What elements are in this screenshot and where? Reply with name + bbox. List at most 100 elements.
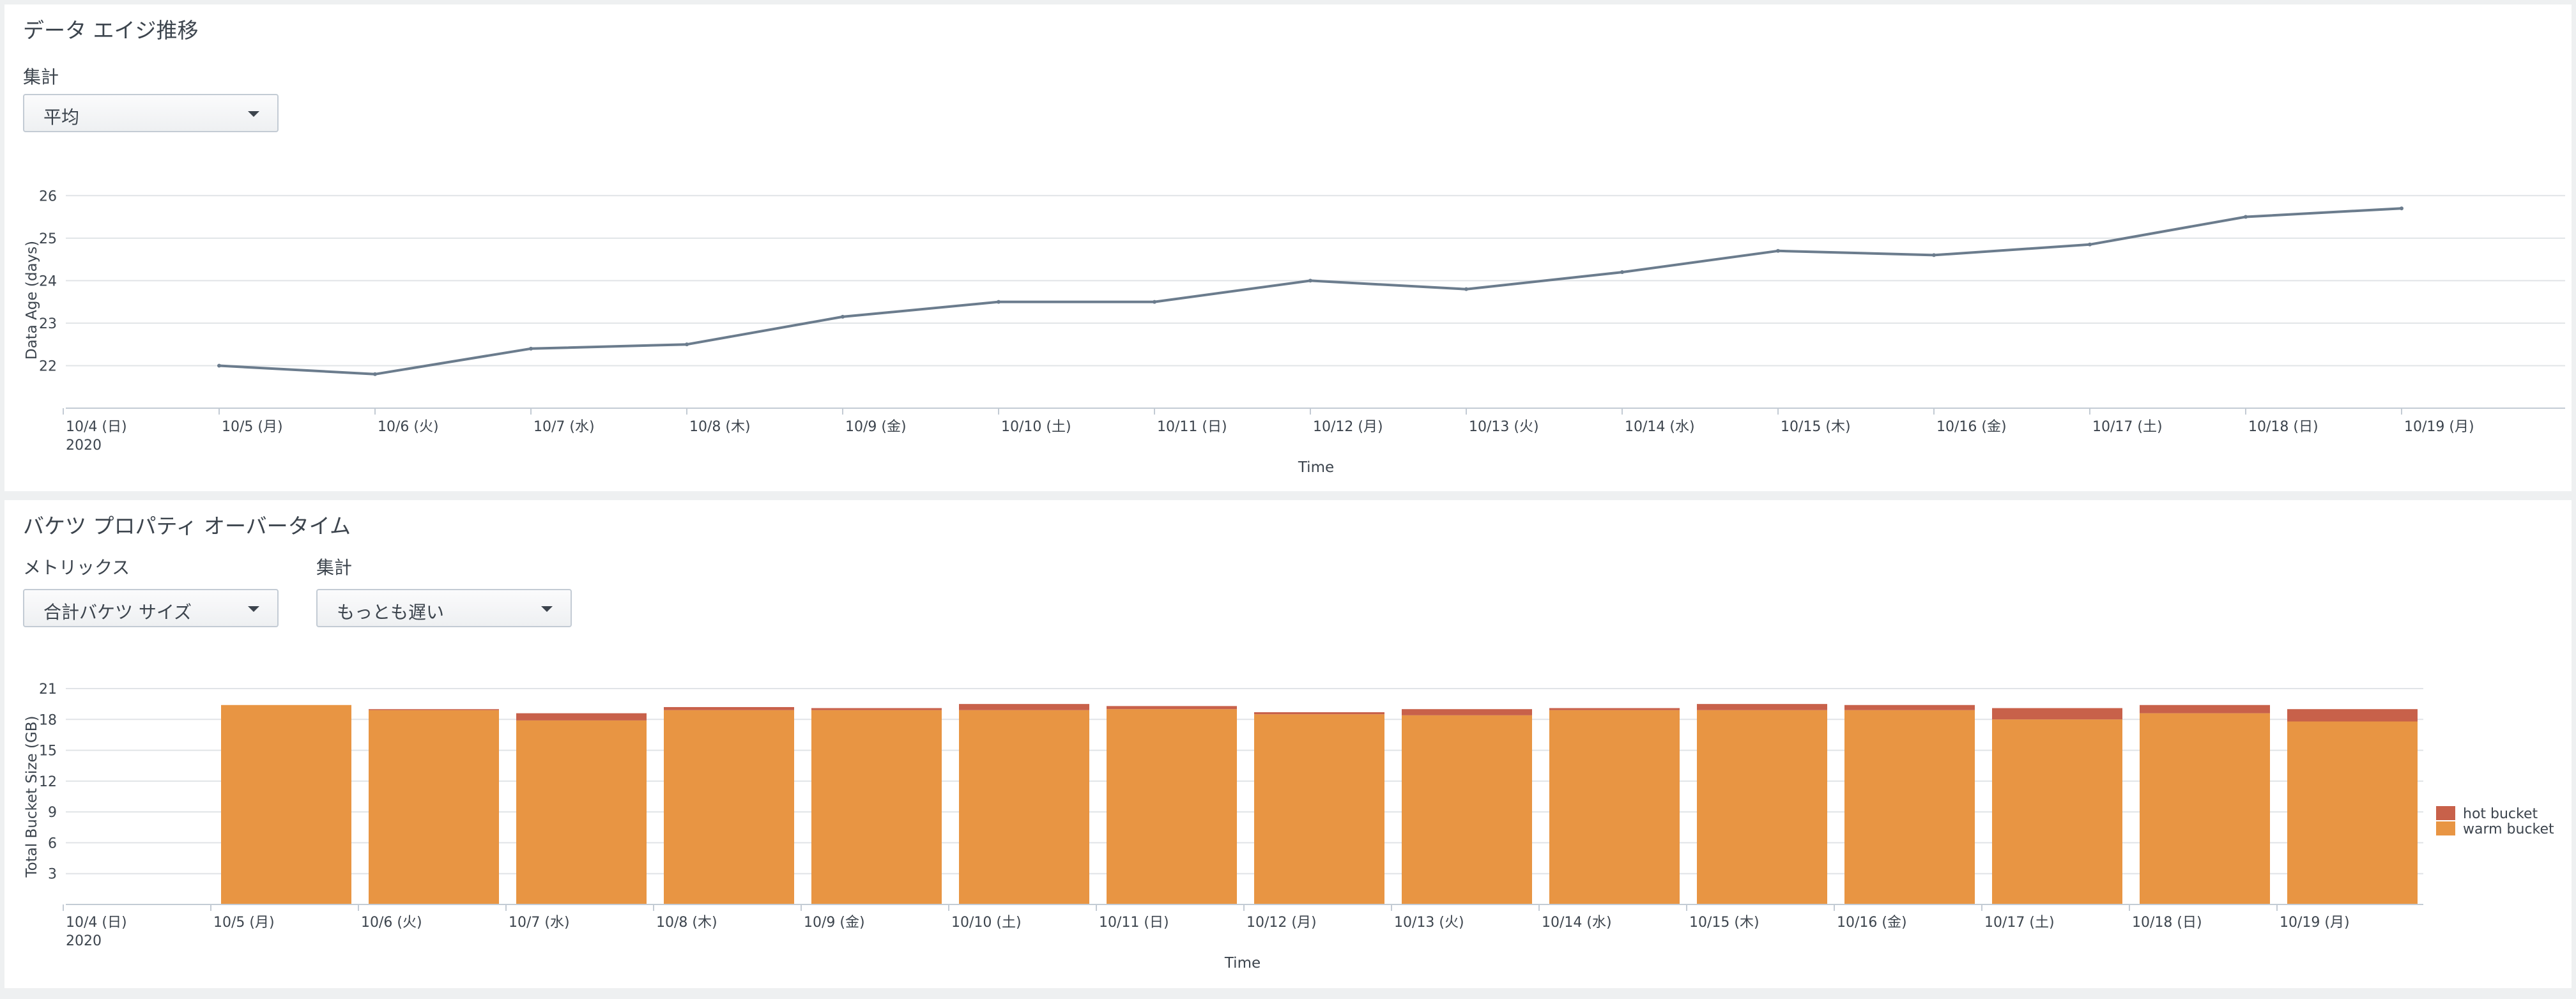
x-tick-label: 10/14 (水): [1625, 419, 1695, 435]
bar-warm-bucket: [811, 710, 942, 904]
bar-hot-bucket: [1402, 709, 1532, 715]
data-point: [373, 372, 377, 376]
data-point: [2244, 215, 2248, 219]
data-point: [841, 314, 845, 319]
x-tick-label: 10/13 (火): [1394, 915, 1464, 931]
y-tick-label: 3: [48, 867, 57, 883]
legend-label: hot bucket: [2463, 806, 2538, 822]
x-tick-label: 10/8 (木): [656, 915, 717, 931]
x-tick-label: 10/14 (水): [1542, 915, 1612, 931]
bar-hot-bucket: [1254, 712, 1384, 715]
metrics-dropdown[interactable]: 合計バケツ サイズ: [23, 589, 279, 627]
bar-hot-bucket: [516, 713, 647, 721]
bar-hot-bucket: [959, 704, 1089, 710]
data-point: [529, 346, 533, 351]
data-point: [217, 363, 221, 368]
bar-hot-bucket: [1844, 705, 1975, 710]
x-tick-label: 10/16 (金): [1837, 915, 1907, 931]
x-tick-label: 10/19 (月): [2280, 915, 2350, 931]
data-point: [2400, 206, 2404, 211]
chevron-down-icon: [248, 606, 259, 612]
x-tick-label: 10/12 (月): [1313, 419, 1383, 435]
x-tick-label: 10/15 (木): [1689, 915, 1759, 931]
data-age-series-line: [218, 207, 2402, 376]
aggregation-dropdown[interactable]: 平均: [23, 94, 279, 132]
y-tick-label: 12: [39, 774, 57, 790]
data-point: [1308, 278, 1312, 283]
x-tick-label: 10/10 (土): [951, 915, 1022, 931]
bar-hot-bucket: [664, 706, 794, 710]
y-tick-label: 26: [39, 188, 57, 204]
chevron-down-icon: [541, 606, 553, 612]
aggregation-value: もっとも遅い: [337, 602, 445, 623]
chevron-down-icon: [248, 111, 259, 117]
x-tick-label: 10/19 (月): [2404, 419, 2474, 435]
x-tick-label: 10/5 (月): [222, 419, 283, 435]
bar-warm-bucket: [1402, 715, 1532, 904]
x-tick-label: 10/18 (日): [2132, 915, 2202, 931]
y-tick-label: 9: [48, 805, 57, 821]
x-tick-label: 10/15 (木): [1781, 419, 1851, 435]
bar-warm-bucket: [1992, 719, 2122, 904]
y-tick-label: 6: [48, 835, 57, 851]
panel-title: データ エイジ推移: [23, 18, 199, 43]
x-tick-label: 10/10 (土): [1001, 419, 1071, 435]
legend-label: warm bucket: [2463, 821, 2554, 837]
bar-warm-bucket: [1254, 714, 1384, 904]
x-tick-label: 10/7 (水): [533, 419, 595, 435]
data-point: [1620, 270, 1624, 275]
y-tick-label: 25: [39, 231, 57, 247]
x-tick-label: 10/12 (月): [1246, 915, 1317, 931]
data-point: [2088, 242, 2092, 247]
x-axis-title: Time: [1298, 459, 1334, 476]
x-year-label: 2020: [66, 438, 102, 454]
panel-title: バケツ プロパティ オーバータイム: [23, 514, 351, 538]
data-age-panel: データ エイジ推移 集計 平均 22 23 24 25 26 10/4 (日) 10/5 (…: [4, 4, 2572, 491]
bar-hot-bucket: [1107, 706, 1237, 710]
x-tick-label: 10/8 (木): [689, 419, 751, 435]
x-year-label: 2020: [66, 933, 102, 949]
x-tick-label: 10/13 (火): [1469, 419, 1539, 435]
y-tick-label: 23: [39, 316, 57, 332]
bar-warm-bucket: [1107, 709, 1237, 904]
x-tick-label: 10/11 (日): [1099, 915, 1169, 931]
bar-warm-bucket: [2287, 721, 2418, 904]
x-tick-label: 10/17 (土): [1984, 915, 2055, 931]
bar-warm-bucket: [1844, 710, 1975, 904]
bucket-properties-panel: バケツ プロパティ オーバータイム メトリックス 合計バケツ サイズ 集計 もっ…: [4, 500, 2572, 988]
bar-warm-bucket: [516, 720, 647, 904]
x-tick-label: 10/5 (月): [213, 915, 275, 931]
x-tick-label: 10/16 (金): [1936, 419, 2007, 435]
aggregation-label: 集計: [316, 557, 353, 578]
bar-hot-bucket: [1992, 708, 2122, 720]
y-tick-label: 24: [39, 273, 57, 289]
data-point: [1153, 300, 1156, 304]
y-axis-title: Total Bucket Size (GB): [24, 715, 40, 878]
x-tick-label: 10/11 (日): [1157, 419, 1227, 435]
bar-warm-bucket: [959, 710, 1089, 904]
metrics-value: 合計バケツ サイズ: [43, 602, 192, 623]
x-tick-label: 10/18 (日): [2248, 419, 2319, 435]
data-age-line-chart: 22 23 24 25 26 10/4 (日) 10/5 (月) 10/6 (火) 10/7 (…: [24, 188, 2565, 476]
aggregation-dropdown[interactable]: もっとも遅い: [316, 589, 572, 627]
y-tick-label: 21: [39, 682, 57, 698]
aggregation-value: 平均: [43, 107, 80, 128]
x-tick-label: 10/9 (金): [804, 915, 865, 931]
y-tick-label: 18: [39, 712, 57, 728]
x-tick-label: 10/17 (土): [2092, 419, 2163, 435]
metrics-label: メトリックス: [23, 557, 130, 578]
legend-swatch: [2436, 806, 2455, 820]
y-tick-label: 15: [39, 744, 57, 759]
x-tick-label: 10/4 (日): [66, 915, 127, 931]
bar-warm-bucket: [2140, 713, 2270, 904]
y-axis-title: Data Age (days): [24, 241, 40, 360]
x-tick-label: 10/9 (金): [845, 419, 907, 435]
x-tick-label: 10/6 (火): [361, 915, 422, 931]
legend-swatch: [2436, 821, 2455, 835]
y-tick-label: 22: [39, 358, 57, 374]
bar-hot-bucket: [1697, 704, 1827, 710]
data-point: [685, 342, 689, 347]
bar-hot-bucket: [811, 708, 942, 710]
data-point: [1932, 253, 1936, 257]
bar-hot-bucket: [1549, 708, 1680, 710]
